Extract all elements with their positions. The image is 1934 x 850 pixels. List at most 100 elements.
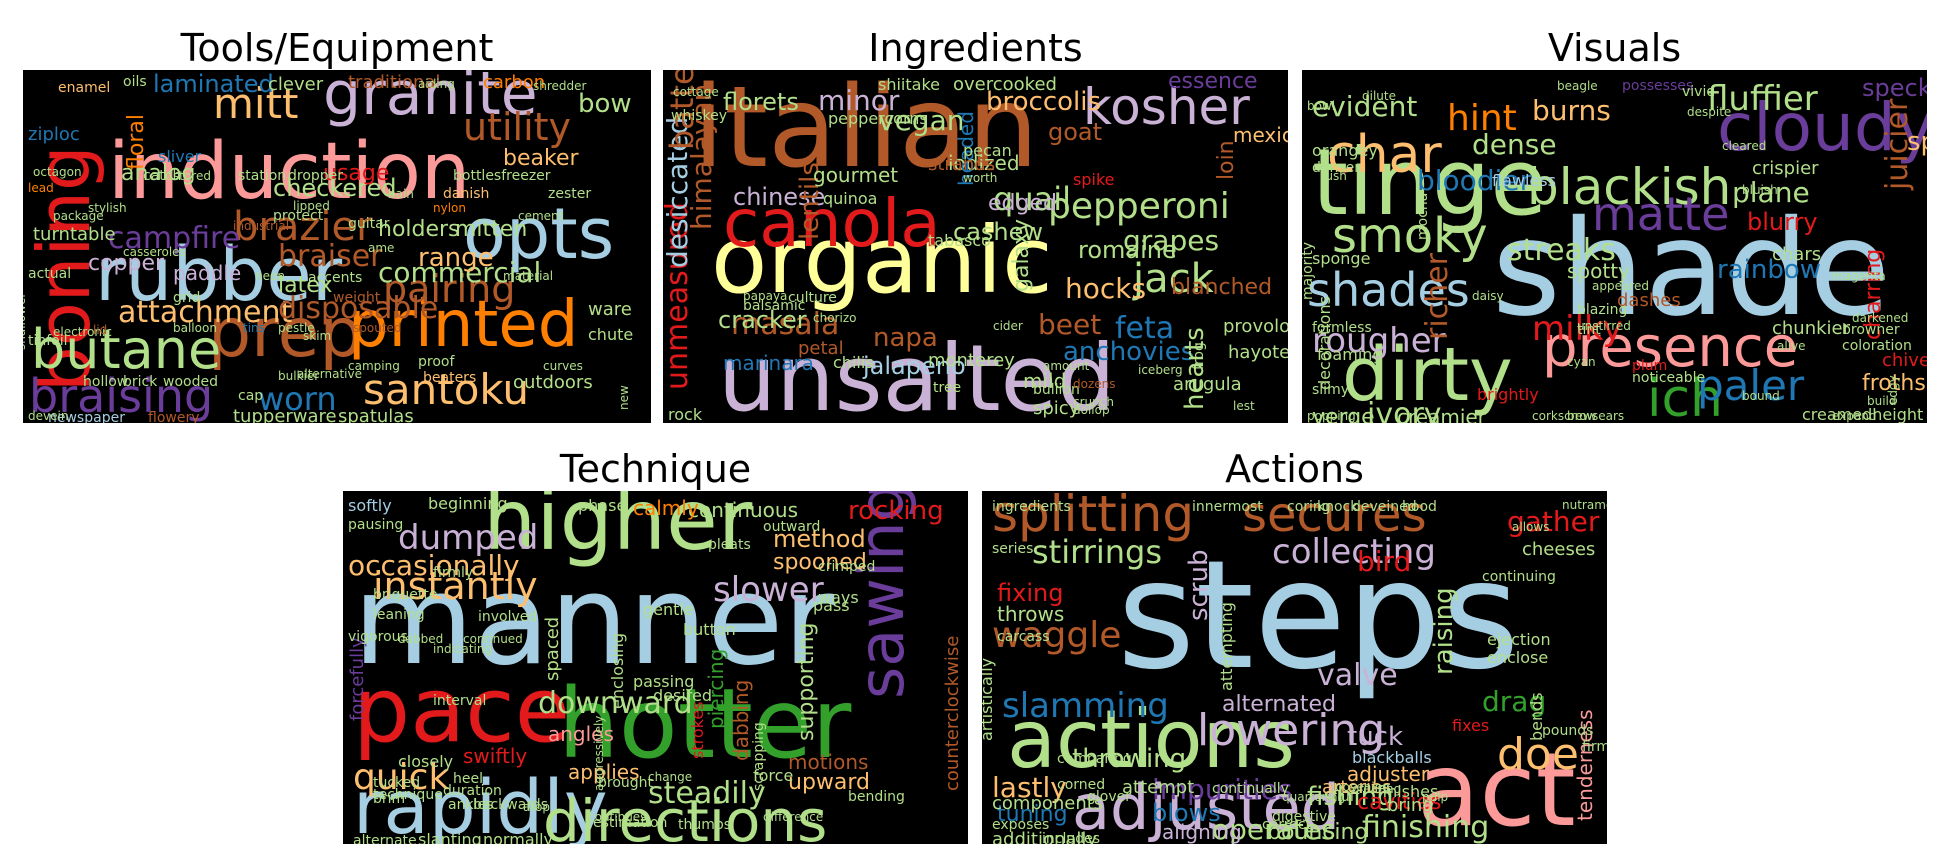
word-curves: curves: [543, 359, 583, 373]
word-unmeasured: unmeasured: [663, 202, 695, 390]
title-visuals: Visuals: [1547, 26, 1682, 70]
word-analog: analog: [121, 161, 195, 186]
word-motions: motions: [788, 750, 868, 774]
word-tinge: tinge: [1312, 129, 1547, 236]
word-enamel: enamel: [58, 80, 110, 96]
word-hint: hint: [1447, 98, 1517, 139]
word-butane: butane: [31, 318, 221, 381]
word-chute: chute: [588, 325, 633, 344]
word-cyan: cyan: [1567, 355, 1596, 369]
word-angles: angles: [548, 722, 614, 746]
word-bow: bow: [578, 89, 632, 119]
word-briquette: briquette: [373, 587, 438, 603]
word-backwards: backwards: [473, 797, 548, 813]
word-jalapeno: jalapeno: [862, 352, 966, 380]
word-rougher: rougher: [1312, 321, 1446, 361]
word-splitting: splitting: [992, 491, 1194, 543]
word-brow: brow: [1567, 409, 1597, 423]
word-dilute: dilute: [1362, 89, 1396, 103]
word-upward: upward: [788, 770, 870, 795]
word-pulp: pulp: [1422, 790, 1448, 804]
word-brought: brought: [598, 775, 654, 791]
word-batters: batters: [663, 70, 701, 150]
word-denser: denser: [1312, 160, 1360, 176]
word-blows: blows: [1152, 799, 1221, 827]
word-swiftly: swiftly: [463, 744, 527, 768]
word-verge: verge: [1312, 405, 1375, 423]
word-headed: headed: [954, 111, 978, 186]
word-daisy: daisy: [1472, 289, 1504, 303]
word-unsalted: unsalted: [718, 325, 1116, 423]
word-induction: induction: [108, 127, 470, 217]
word-crimped: crimped: [818, 559, 875, 575]
word-steps: steps: [1117, 529, 1520, 703]
word-broccolis: broccolis: [986, 87, 1101, 117]
word-brim: brim: [373, 791, 405, 807]
word-specks: specks: [1862, 74, 1927, 102]
word-slamming: slamming: [1002, 686, 1169, 726]
word-feta: feta: [1115, 311, 1174, 346]
word-softly: softly: [348, 496, 392, 515]
word-neon: neon: [255, 269, 285, 283]
word-coring: coring: [1287, 499, 1331, 515]
word-campfire: campfire: [108, 221, 240, 256]
word-higher: higher: [483, 491, 753, 569]
word-corkscrew: corkscrew: [1532, 409, 1593, 423]
word-loin: loin: [1214, 140, 1239, 180]
word-worn: worn: [258, 380, 337, 418]
word-streaks: streaks: [1507, 233, 1616, 268]
word-napa: napa: [873, 323, 938, 353]
word-octagon: octagon: [33, 165, 82, 179]
word-enclosing: enclosing: [608, 633, 627, 709]
word-continued: continued: [463, 632, 523, 646]
words-layer-1: italian organic unsalted canola kosher pepper…: [663, 70, 1288, 423]
word-tint: tint: [1577, 322, 1601, 338]
word-unstirred: unstirred: [1577, 319, 1631, 333]
word-thumbs: thumbs: [678, 817, 731, 833]
word-santoku: santoku: [363, 365, 529, 414]
word-overcooked: overcooked: [953, 74, 1057, 95]
word-build: build: [1867, 394, 1897, 408]
word-lest: lest: [1233, 399, 1255, 413]
word-mocha: mocha: [1415, 193, 1431, 240]
word-continues: continues: [588, 810, 646, 824]
word-blackballs: blackballs: [1352, 748, 1432, 767]
word-includes: includes: [1042, 831, 1100, 844]
word-chilis: chilis: [833, 353, 874, 372]
word-cement: cement: [518, 209, 564, 223]
word-forcefully: forcefully: [347, 637, 368, 721]
word-loosening: loosening: [1332, 780, 1390, 794]
word-bluish: bluish: [1742, 183, 1778, 197]
word-throws: throws: [997, 602, 1064, 626]
word-lush: lush: [1322, 169, 1347, 183]
word-chars: chars: [1772, 244, 1821, 265]
word-petal: petal: [798, 338, 844, 359]
word-plum: plum: [1632, 358, 1667, 374]
word-pestle: pestle: [278, 321, 315, 335]
word-passing: passing: [633, 672, 694, 691]
word-vivid: vivid: [1682, 84, 1715, 100]
word-ankles: ankles: [448, 797, 493, 813]
wordcloud-svg-3: mannerhigherhotterpacerapidlydirectionss…: [347, 491, 963, 844]
word-atop: atop: [523, 800, 550, 814]
word-tabasco: tabasco: [928, 231, 991, 250]
word-aggressively: aggressively: [592, 716, 606, 791]
word-devein: devein: [28, 409, 68, 423]
word-fluffier: fluffier: [1707, 79, 1818, 119]
word-danish: danish: [443, 186, 489, 202]
word-deveined: deveined: [1352, 499, 1417, 515]
word-slanting: slanting: [418, 830, 482, 844]
word-quick: quick: [353, 757, 449, 798]
word-cap: cap: [238, 388, 263, 404]
word-granite: granite: [323, 70, 538, 129]
word-quail: quail: [993, 180, 1071, 218]
word-operates: operates: [1212, 813, 1336, 844]
word-applies: applies: [568, 760, 639, 784]
word-arugula: arugula: [1173, 374, 1242, 395]
word-coloration: coloration: [1842, 338, 1912, 354]
word-correct: correct: [1262, 817, 1312, 833]
word-milky: milky: [1532, 309, 1623, 349]
word-tenderness: tenderness: [1573, 709, 1597, 821]
word-lid: lid: [93, 323, 107, 337]
word-attempting: attempting: [1217, 602, 1236, 691]
